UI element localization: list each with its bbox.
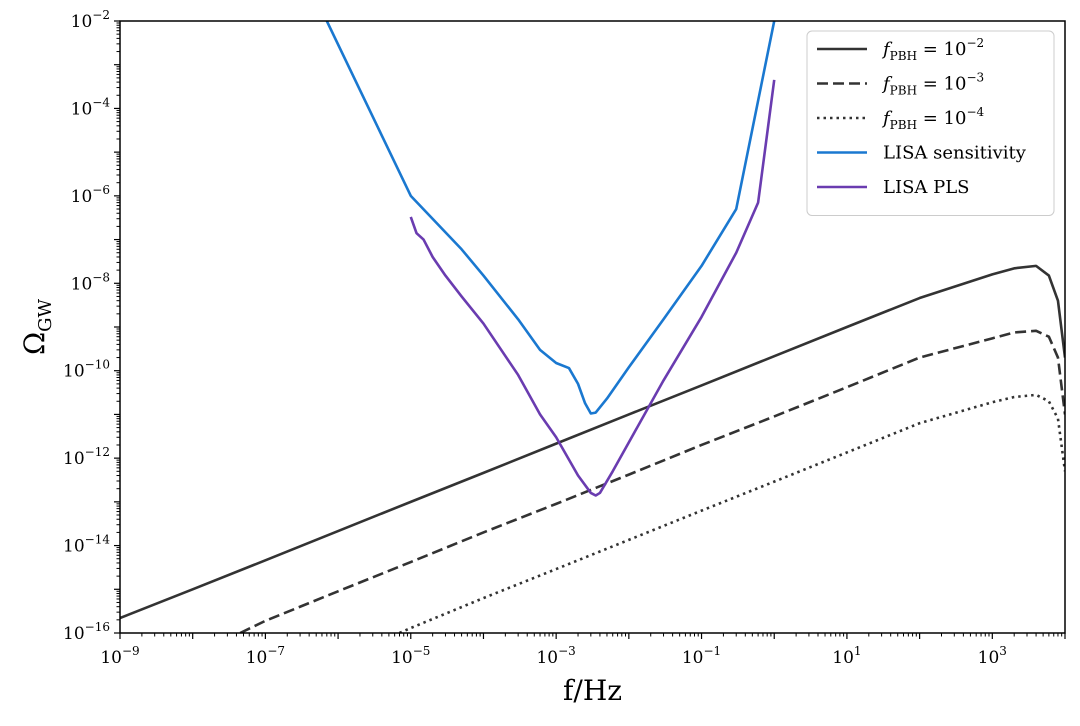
x-tick-label-3: 10−3 (536, 644, 575, 668)
x-tick-label-6: 103 (978, 644, 1007, 668)
legend-label-0: fPBH = 10−2 (881, 36, 984, 63)
x-tick-label-4: 10−1 (682, 644, 721, 668)
ticks-layer: 10−9 10−7 10−5 10−3 10−1 101 103 10−16 10−14 10−1… (63, 8, 1066, 668)
legend-label-3: LISA sensitivity (883, 143, 1027, 164)
y-tick-label-0: 10−16 (63, 620, 110, 644)
series-line-4 (409, 79, 776, 497)
y-axis-label: ΩGW (18, 298, 56, 355)
legend-label-4: LISA PLS (883, 177, 970, 198)
y-tick-label-1: 10−14 (63, 533, 110, 557)
series-line-2 (398, 393, 1065, 633)
series-line-0 (120, 264, 1065, 620)
series-line-3 (325, 21, 776, 415)
y-tick-label-6: 10−4 (71, 95, 111, 119)
series-layer (120, 21, 1065, 633)
legend-box (806, 30, 1055, 216)
y-tick-label-2: 10−12 (63, 445, 110, 469)
legend-label-1: fPBH = 10−3 (881, 71, 984, 98)
x-tick-label-1: 10−7 (246, 644, 285, 668)
y-tick-label-7: 10−2 (71, 8, 110, 32)
x-axis-label: f/Hz (563, 674, 622, 707)
y-tick-label-3: 10−10 (63, 358, 110, 382)
y-tick-label-5: 10−6 (71, 183, 110, 207)
x-tick-label-2: 10−5 (391, 644, 430, 668)
series-line-1 (239, 329, 1065, 633)
x-tick-label-0: 10−9 (100, 644, 139, 668)
y-tick-label-4: 10−8 (71, 270, 110, 294)
x-tick-label-5: 101 (832, 644, 861, 668)
axis-labels: f/Hz ΩGW (18, 298, 622, 707)
